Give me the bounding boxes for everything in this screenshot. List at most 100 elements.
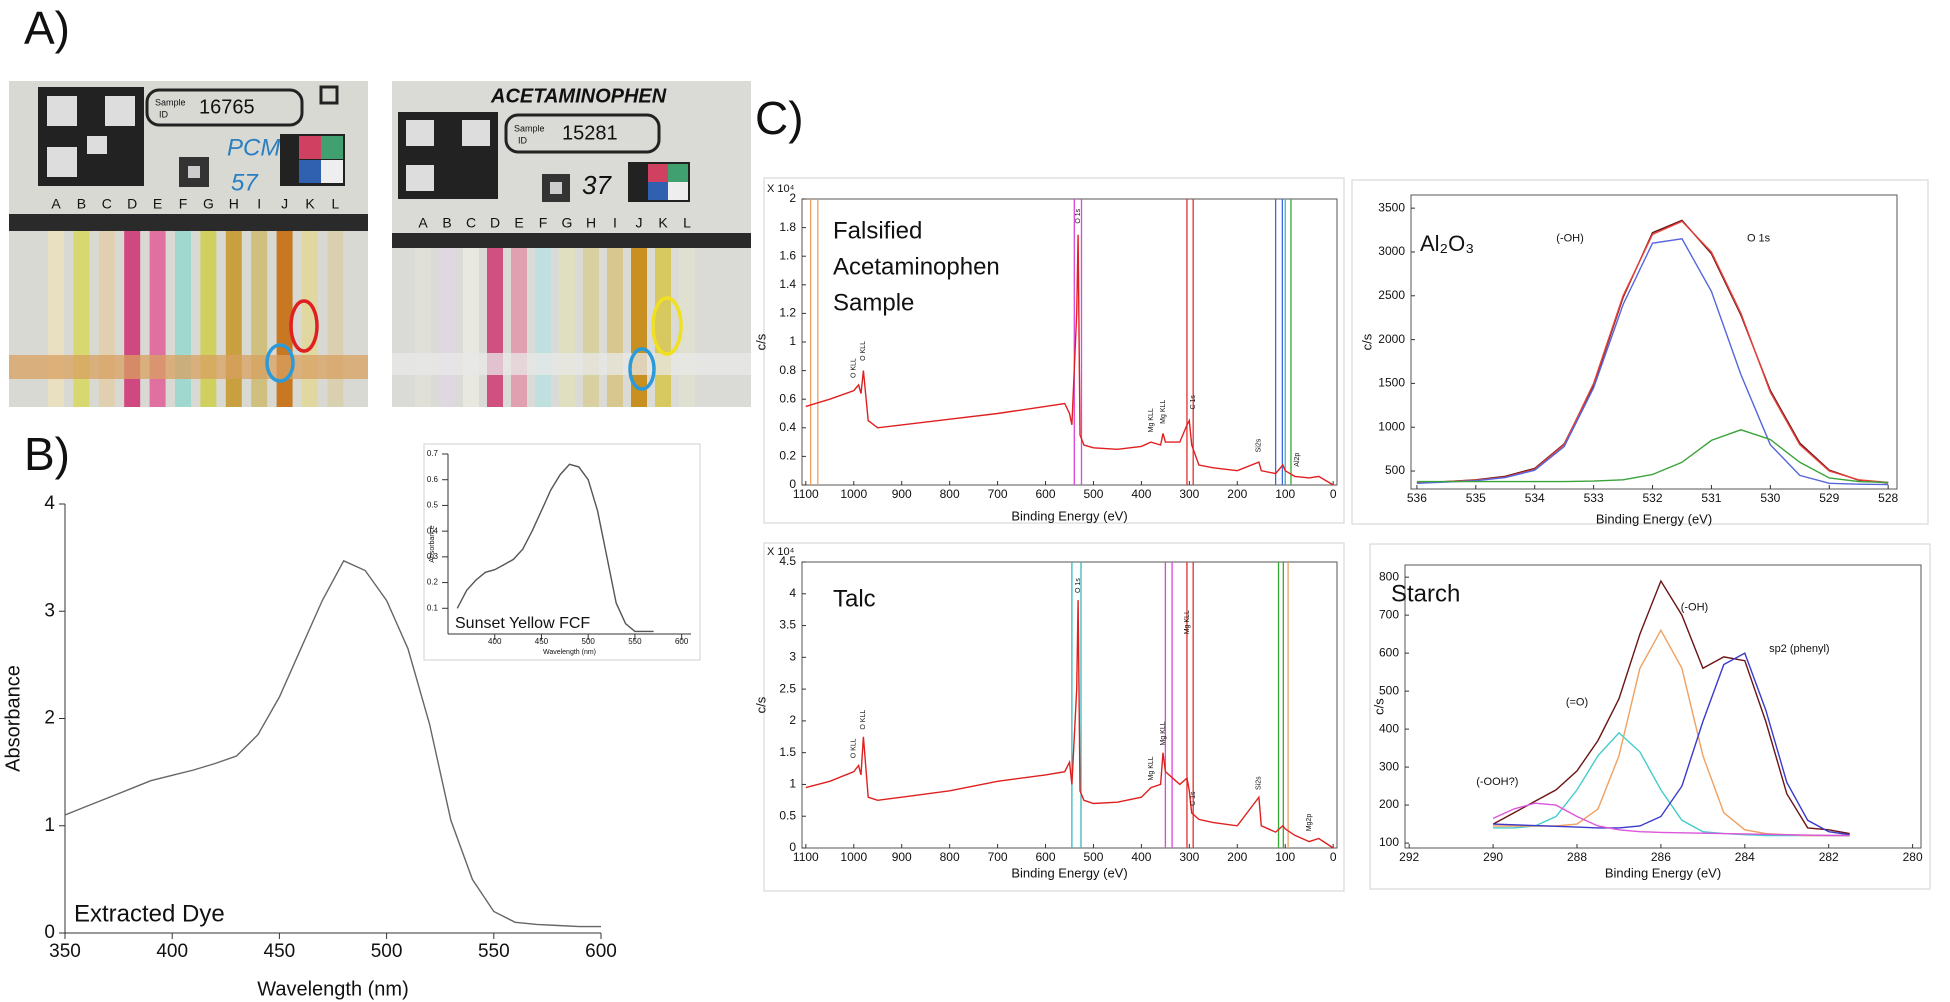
lane-label: I — [257, 196, 261, 212]
x-tick-label: 533 — [1584, 491, 1604, 505]
y-tick-label: 1500 — [1378, 376, 1405, 390]
y-tick-label: 3.5 — [779, 618, 796, 632]
lane-label: H — [229, 196, 239, 212]
qr-code — [105, 96, 135, 126]
x-tick-label: 350 — [49, 941, 81, 962]
color-chart — [668, 182, 688, 200]
note: 37 — [582, 170, 612, 200]
annotation: (-OH) — [1556, 233, 1584, 245]
test-strip — [175, 231, 191, 407]
x-tick-label: 300 — [1179, 487, 1199, 501]
y-tick-label: 0.6 — [427, 475, 439, 484]
y-tick-label: 500 — [1379, 683, 1399, 697]
sample-label: Sample — [514, 123, 545, 133]
x-tick-label: 400 — [488, 637, 502, 646]
color-chart — [299, 160, 321, 183]
lane-label: B — [442, 215, 451, 231]
lane-label: F — [539, 215, 548, 231]
test-strip — [559, 248, 575, 407]
annotation: (=O) — [1566, 696, 1588, 708]
y-tick-label: 1.5 — [779, 745, 796, 759]
series-line — [1492, 579, 1850, 835]
x-tick-label: 450 — [535, 637, 549, 646]
highlight — [289, 299, 319, 353]
y-tick-label: 4 — [789, 586, 796, 600]
x-tick-label: 500 — [1083, 850, 1103, 864]
plot-frame — [801, 561, 1338, 849]
y-axis-label: c/s — [1359, 333, 1374, 350]
y-axis-label: c/s — [753, 696, 768, 713]
qr-code — [47, 96, 77, 126]
chart-title: Sunset Yellow FCF — [455, 615, 590, 632]
series-line — [805, 600, 1334, 849]
qr-code — [406, 165, 434, 191]
color-chart — [648, 164, 668, 182]
chart-title: Talc — [833, 585, 876, 612]
lane-label: E — [153, 196, 162, 212]
y-tick-label: 2000 — [1378, 332, 1405, 346]
x-tick-label: 200 — [1227, 850, 1247, 864]
x-tick-label: 288 — [1567, 850, 1587, 864]
x-tick-label: 600 — [1036, 487, 1056, 501]
sample-box — [504, 113, 661, 154]
sample-id: 16765 — [199, 96, 255, 118]
annotation: O 1s — [1747, 233, 1771, 245]
x-tick-label: 1100 — [793, 487, 819, 501]
annotation: (-OH) — [1681, 601, 1709, 613]
x-tick-label: 535 — [1466, 491, 1486, 505]
y-tick-label: 0.6 — [779, 391, 796, 405]
target — [550, 182, 562, 194]
series-line — [456, 463, 654, 633]
y-tick-label: 0.5 — [779, 808, 796, 822]
y-tick-label: 200 — [1379, 797, 1399, 811]
x-axis-label: Binding Energy (eV) — [1011, 865, 1127, 880]
peak-label: C 1s — [1190, 791, 1197, 806]
x-axis-label: Wavelength (nm) — [257, 978, 409, 1000]
x-axis-label: Binding Energy (eV) — [1596, 511, 1712, 526]
lane-label: G — [562, 215, 573, 231]
lane-label: I — [613, 215, 617, 231]
chart-title: Falsified — [833, 217, 922, 244]
lane-label: E — [514, 215, 523, 231]
y-tick-label: 0.3 — [427, 552, 439, 561]
x-tick-label: 1100 — [793, 850, 819, 864]
x-tick-label: 0 — [1330, 487, 1337, 501]
x-tick-label: 532 — [1643, 491, 1663, 505]
peak-label: Si2s — [1256, 438, 1263, 452]
x-tick-label: 280 — [1903, 850, 1923, 864]
x-tick-label: 1000 — [840, 850, 867, 864]
series-line — [1493, 731, 1850, 837]
y-tick-label: 0.1 — [427, 603, 439, 612]
header: ACETAMINOPHEN — [490, 85, 667, 107]
x-tick-label: 100 — [1275, 850, 1295, 864]
y-tick-label: 400 — [1379, 721, 1399, 735]
y-tick-label: 100 — [1379, 835, 1399, 849]
x-tick-label: 531 — [1701, 491, 1721, 505]
x-tick-label: 450 — [264, 941, 296, 962]
x-tick-label: 700 — [988, 850, 1008, 864]
y-multiplier: X 10⁴ — [767, 546, 795, 558]
lane-label: F — [179, 196, 188, 212]
x-tick-label: 292 — [1399, 850, 1419, 864]
color-chart — [321, 136, 343, 159]
y-tick-label: 600 — [1379, 645, 1399, 659]
sample-box — [145, 88, 304, 127]
y-tick-label: 0.8 — [779, 363, 796, 377]
lane-label: L — [683, 215, 691, 231]
peak-label: C 1s — [1190, 395, 1197, 410]
y-axis-label: Absorbance — [2, 665, 24, 772]
x-tick-label: 500 — [371, 941, 403, 962]
x-tick-label: 400 — [1131, 487, 1151, 501]
lane-label: G — [203, 196, 214, 212]
peak-label: Mg2p — [1306, 814, 1313, 832]
peak-label: Mg KLL — [1148, 408, 1155, 432]
panel-label: A) — [24, 2, 70, 54]
x-axis-label: Binding Energy (eV) — [1605, 865, 1721, 880]
test-strip — [327, 231, 344, 407]
series-line — [1416, 429, 1889, 484]
peak-label: O KLL — [860, 710, 867, 730]
y-tick-label: 700 — [1379, 607, 1399, 621]
